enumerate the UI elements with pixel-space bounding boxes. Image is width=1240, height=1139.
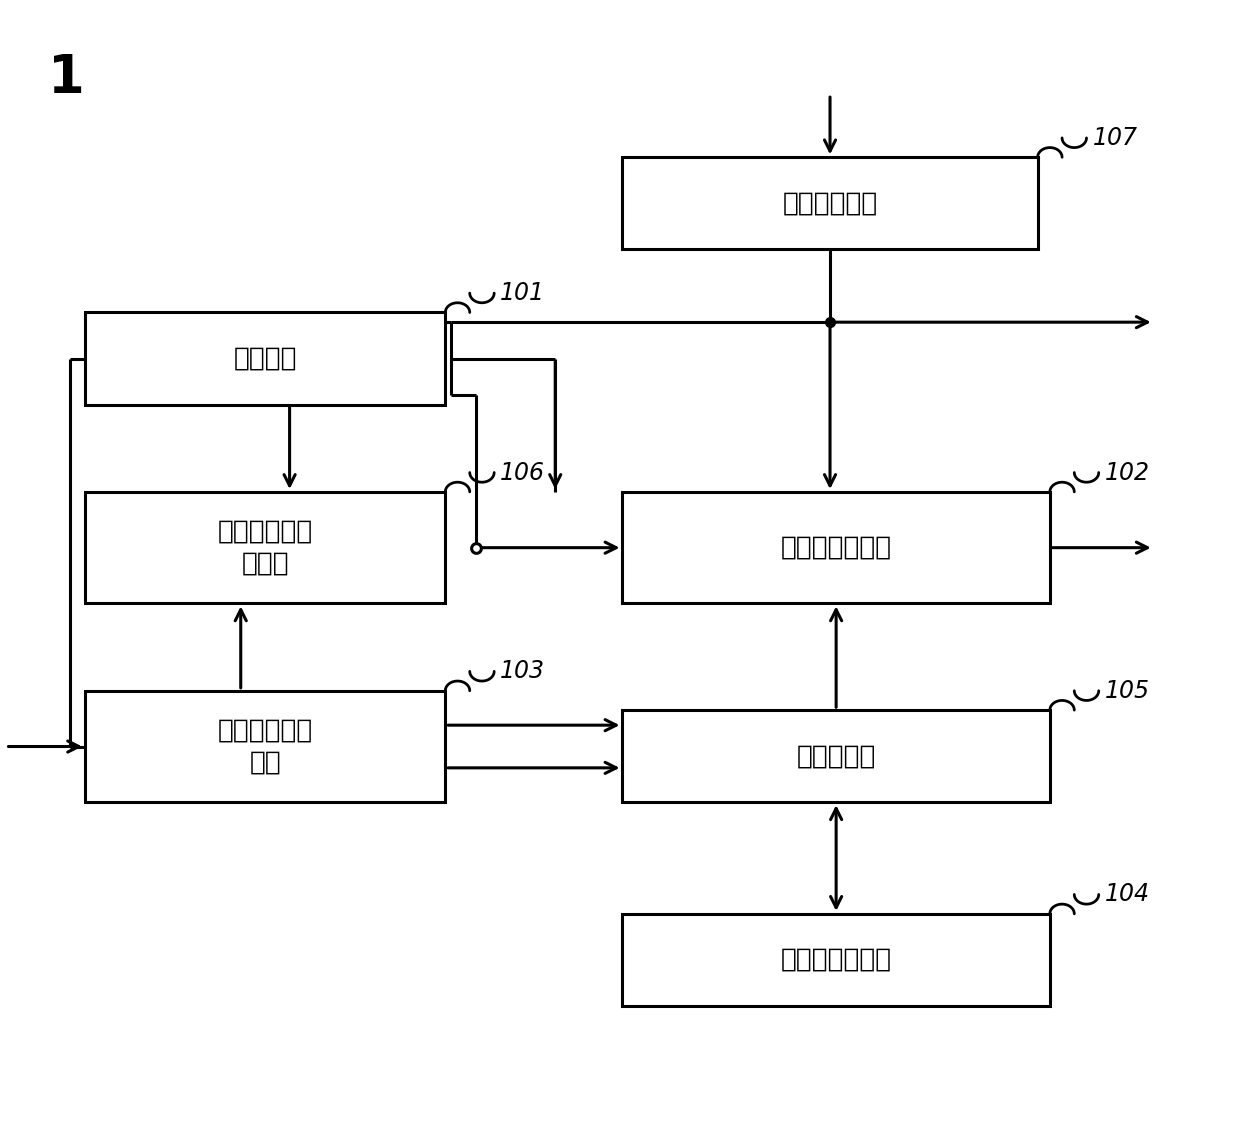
Text: 调制文件存储器: 调制文件存储器 (780, 947, 892, 973)
Bar (622, 157, 1038, 249)
Bar (86, 690, 445, 802)
Text: 104: 104 (1105, 883, 1149, 907)
Text: 调制源选择模块: 调制源选择模块 (780, 534, 892, 560)
Text: 102: 102 (1105, 460, 1149, 484)
Text: 模数转换模块: 模数转换模块 (782, 190, 878, 216)
Text: 107: 107 (1092, 126, 1137, 150)
Text: 101: 101 (500, 281, 546, 305)
Text: 伪随机序列产
生模块: 伪随机序列产 生模块 (217, 518, 312, 576)
Text: 106: 106 (500, 460, 546, 484)
Text: 存储控制器: 存储控制器 (796, 744, 875, 769)
Text: 105: 105 (1105, 679, 1149, 703)
Text: 控制模块: 控制模块 (233, 345, 296, 371)
Bar (86, 312, 445, 404)
Text: 基带速率控制
模块: 基带速率控制 模块 (217, 718, 312, 776)
Bar (622, 492, 1050, 604)
Bar (86, 492, 445, 604)
Bar (622, 710, 1050, 802)
Text: 1: 1 (48, 52, 86, 104)
Text: 103: 103 (500, 659, 546, 683)
Bar (622, 913, 1050, 1006)
